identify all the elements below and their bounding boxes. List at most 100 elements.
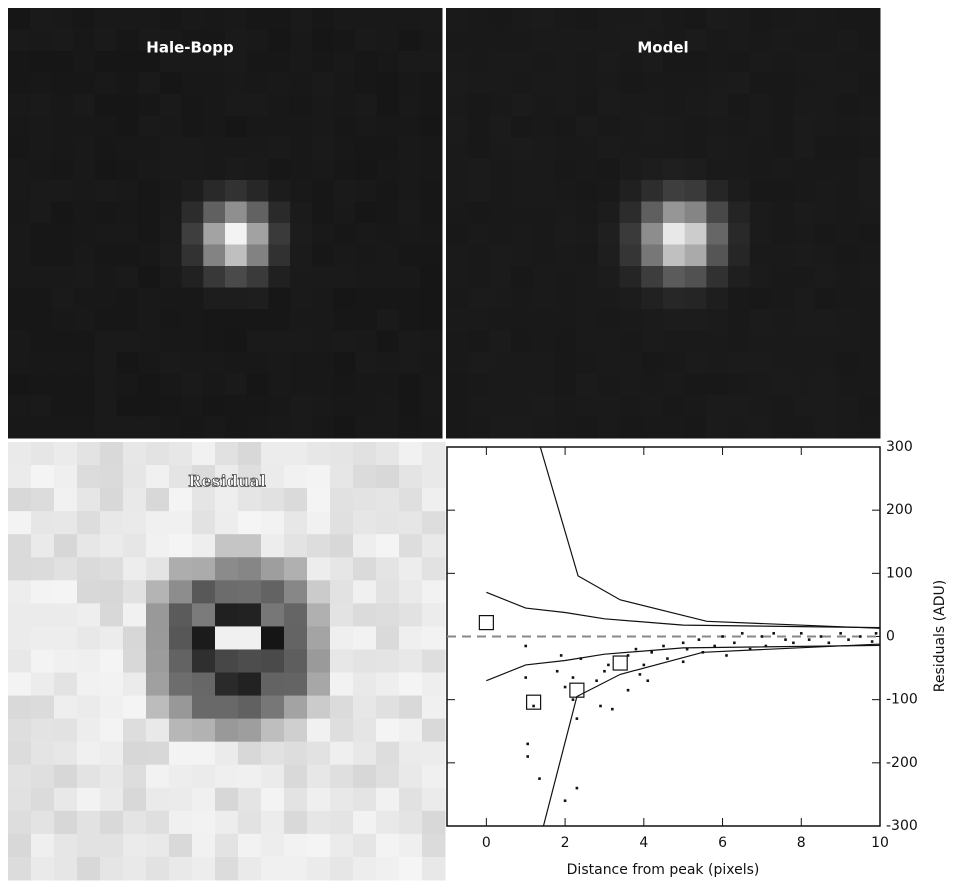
- image-pixel: [420, 51, 442, 73]
- image-pixel: [203, 417, 225, 439]
- image-pixel: [95, 180, 117, 202]
- image-pixel: [422, 788, 446, 812]
- image-pixel: [685, 159, 707, 181]
- image-pixel: [728, 159, 750, 181]
- image-pixel: [533, 395, 555, 417]
- image-pixel: [117, 374, 139, 396]
- image-pixel: [468, 30, 490, 52]
- image-pixel: [123, 696, 147, 720]
- image-pixel: [706, 51, 728, 73]
- image-pixel: [511, 8, 533, 30]
- image-pixel: [146, 742, 170, 766]
- image-pixel: [169, 696, 193, 720]
- image-pixel: [663, 73, 685, 95]
- image-pixel: [8, 788, 32, 812]
- image-pixel: [446, 395, 468, 417]
- image-pixel: [728, 352, 750, 374]
- image-pixel: [555, 309, 577, 331]
- image-pixel: [620, 73, 642, 95]
- image-pixel: [100, 834, 124, 858]
- image-pixel: [307, 488, 331, 512]
- image-pixel: [772, 223, 794, 245]
- image-pixel: [290, 331, 312, 353]
- image-pixel: [182, 73, 204, 95]
- image-pixel: [138, 180, 160, 202]
- image-pixel: [182, 94, 204, 116]
- image-pixel: [169, 603, 193, 627]
- image-pixel: [123, 673, 147, 697]
- image-pixel: [77, 626, 101, 650]
- image-pixel: [446, 352, 468, 374]
- image-pixel: [51, 288, 73, 310]
- image-pixel: [30, 288, 52, 310]
- image-pixel: [598, 417, 620, 439]
- image-pixel: [377, 374, 399, 396]
- image-pixel: [399, 137, 421, 159]
- image-pixel: [138, 245, 160, 267]
- image-pixel: [8, 742, 32, 766]
- image-pixel: [663, 309, 685, 331]
- image-pixel: [192, 673, 216, 697]
- image-pixel: [215, 557, 239, 581]
- image-pixel: [169, 626, 193, 650]
- image-pixel: [8, 696, 32, 720]
- image-pixel: [8, 8, 30, 30]
- image-pixel: [399, 8, 421, 30]
- image-pixel: [533, 223, 555, 245]
- image-pixel: [225, 245, 247, 267]
- image-pixel: [95, 30, 117, 52]
- image-pixel: [641, 245, 663, 267]
- image-pixel: [123, 580, 147, 604]
- image-pixel: [261, 603, 285, 627]
- image-pixel: [95, 309, 117, 331]
- image-pixel: [73, 180, 95, 202]
- image-pixel: [620, 223, 642, 245]
- image-pixel: [422, 649, 446, 673]
- image-pixel: [399, 331, 421, 353]
- image-pixel: [160, 417, 182, 439]
- image-pixel: [215, 742, 239, 766]
- image-pixel: [353, 742, 377, 766]
- image-pixel: [160, 223, 182, 245]
- image-pixel: [533, 288, 555, 310]
- image-pixel: [355, 8, 377, 30]
- image-pixel: [377, 245, 399, 267]
- image-pixel: [54, 673, 78, 697]
- image-pixel: [598, 202, 620, 224]
- image-pixel: [728, 137, 750, 159]
- x-tick-label: 10: [871, 835, 889, 851]
- data-point: [875, 632, 878, 635]
- image-pixel: [353, 626, 377, 650]
- x-tick-label: 4: [639, 835, 648, 851]
- image-pixel: [355, 331, 377, 353]
- image-pixel: [399, 465, 423, 489]
- image-pixel: [312, 245, 334, 267]
- image-pixel: [238, 557, 262, 581]
- image-pixel: [598, 73, 620, 95]
- image-pixel: [706, 331, 728, 353]
- image-pixel: [353, 673, 377, 697]
- image-pixel: [284, 834, 308, 858]
- image-pixel: [95, 352, 117, 374]
- image-pixel: [377, 8, 399, 30]
- image-pixel: [706, 374, 728, 396]
- image-pixel: [268, 51, 290, 73]
- image-pixel: [533, 309, 555, 331]
- image-pixel: [446, 288, 468, 310]
- image-pixel: [468, 116, 490, 138]
- image-pixel: [377, 159, 399, 181]
- image-pixel: [399, 245, 421, 267]
- image-pixel: [706, 73, 728, 95]
- image-pixel: [30, 30, 52, 52]
- image-pixel: [73, 73, 95, 95]
- data-point: [556, 670, 559, 673]
- image-pixel: [489, 266, 511, 288]
- image-pixel: [468, 159, 490, 181]
- image-pixel: [215, 534, 239, 558]
- image-pixel: [399, 742, 423, 766]
- image-pixel: [8, 488, 32, 512]
- image-pixel: [555, 94, 577, 116]
- image-pixel: [54, 788, 78, 812]
- image-pixel: [468, 223, 490, 245]
- image-pixel: [685, 73, 707, 95]
